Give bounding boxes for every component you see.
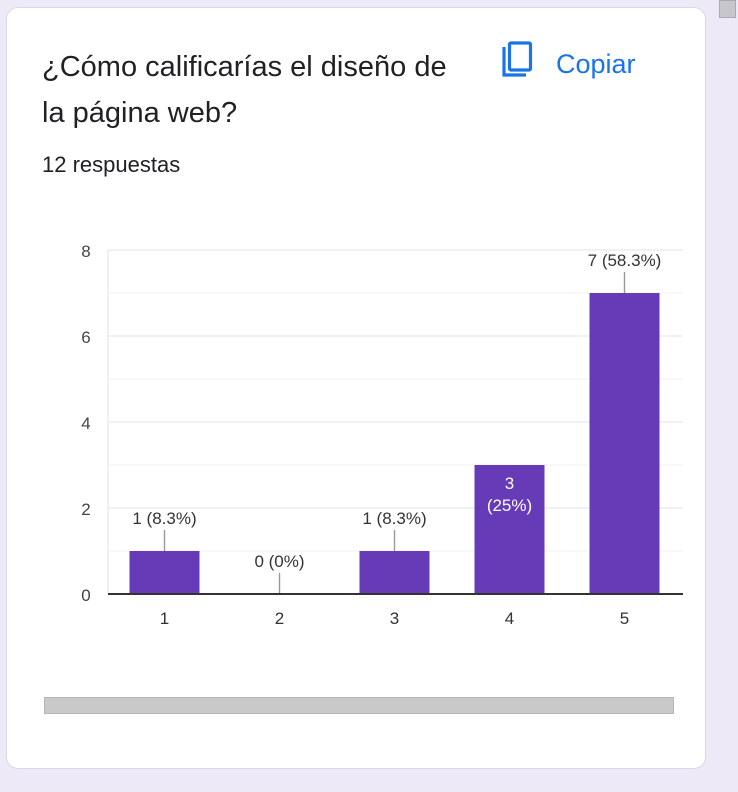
copy-button[interactable]: Copiar [500, 40, 636, 88]
y-tick-label: 2 [81, 500, 90, 519]
bar [359, 551, 430, 594]
x-tick-label: 2 [275, 609, 284, 628]
x-tick-label: 4 [505, 609, 514, 628]
bar [474, 465, 545, 594]
x-tick-label: 3 [390, 609, 399, 628]
data-label: (25%) [487, 496, 532, 515]
data-label: 1 (8.3%) [362, 509, 426, 528]
y-tick-label: 0 [81, 586, 90, 605]
x-tick-label: 5 [620, 609, 629, 628]
y-tick-label: 4 [81, 414, 90, 433]
data-label: 3 [505, 474, 514, 493]
data-label: 0 (0%) [254, 552, 304, 571]
y-tick-label: 8 [81, 242, 90, 261]
response-card [6, 7, 706, 769]
page-scrollbar[interactable] [719, 0, 736, 18]
x-tick-label: 1 [160, 609, 169, 628]
copy-icon [500, 40, 534, 88]
horizontal-scrollbar[interactable] [44, 697, 674, 714]
copy-label: Copiar [556, 48, 636, 79]
question-title: ¿Cómo calificarías el diseño de la págin… [42, 51, 447, 129]
bar [589, 293, 660, 594]
data-label: 1 (8.3%) [132, 509, 196, 528]
response-count: 12 respuestas [42, 152, 181, 177]
data-label: 7 (58.3%) [588, 251, 662, 270]
bar [129, 551, 200, 594]
y-tick-label: 6 [81, 328, 90, 347]
